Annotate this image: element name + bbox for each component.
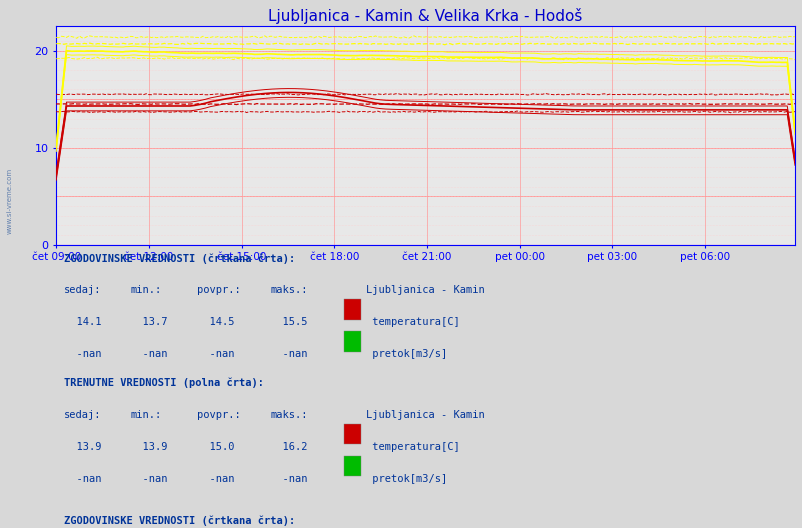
Text: -nan: -nan — [63, 349, 101, 359]
Text: 14.1: 14.1 — [63, 317, 101, 327]
Text: maks.:: maks.: — [270, 285, 307, 295]
Text: 13.9: 13.9 — [63, 442, 101, 451]
Text: 14.5: 14.5 — [196, 317, 233, 327]
Text: -nan: -nan — [130, 349, 168, 359]
Text: TRENUTNE VREDNOSTI (polna črta):: TRENUTNE VREDNOSTI (polna črta): — [63, 378, 263, 388]
Text: 15.0: 15.0 — [196, 442, 233, 451]
Bar — [344, 331, 360, 352]
Text: Ljubljanica - Kamin: Ljubljanica - Kamin — [366, 285, 484, 295]
Text: Ljubljanica - Kamin: Ljubljanica - Kamin — [366, 410, 484, 420]
Text: povpr.:: povpr.: — [196, 285, 240, 295]
Text: www.si-vreme.com: www.si-vreme.com — [6, 167, 13, 234]
Text: min.:: min.: — [130, 410, 161, 420]
Text: 13.7: 13.7 — [130, 317, 168, 327]
Text: min.:: min.: — [130, 285, 161, 295]
Text: -nan: -nan — [196, 349, 233, 359]
Text: sedaj:: sedaj: — [63, 410, 101, 420]
Bar — [344, 423, 360, 445]
Text: ZGODOVINSKE VREDNOSTI (črtkana črta):: ZGODOVINSKE VREDNOSTI (črtkana črta): — [63, 253, 294, 263]
Text: maks.:: maks.: — [270, 410, 307, 420]
Text: -nan: -nan — [270, 349, 307, 359]
Text: 13.9: 13.9 — [130, 442, 168, 451]
Bar — [344, 299, 360, 320]
Text: -nan: -nan — [270, 474, 307, 484]
Text: -nan: -nan — [196, 474, 233, 484]
Text: 16.2: 16.2 — [270, 442, 307, 451]
Title: Ljubljanica - Kamin & Velika Krka - Hodoš: Ljubljanica - Kamin & Velika Krka - Hodo… — [268, 8, 582, 24]
Text: temperatura[C]: temperatura[C] — [366, 442, 460, 451]
Text: -nan: -nan — [63, 474, 101, 484]
Bar — [344, 456, 360, 476]
Text: -nan: -nan — [130, 474, 168, 484]
Text: 15.5: 15.5 — [270, 317, 307, 327]
Text: pretok[m3/s]: pretok[m3/s] — [366, 474, 448, 484]
Text: sedaj:: sedaj: — [63, 285, 101, 295]
Text: pretok[m3/s]: pretok[m3/s] — [366, 349, 448, 359]
Text: ZGODOVINSKE VREDNOSTI (črtkana črta):: ZGODOVINSKE VREDNOSTI (črtkana črta): — [63, 515, 294, 526]
Text: povpr.:: povpr.: — [196, 410, 240, 420]
Text: temperatura[C]: temperatura[C] — [366, 317, 460, 327]
